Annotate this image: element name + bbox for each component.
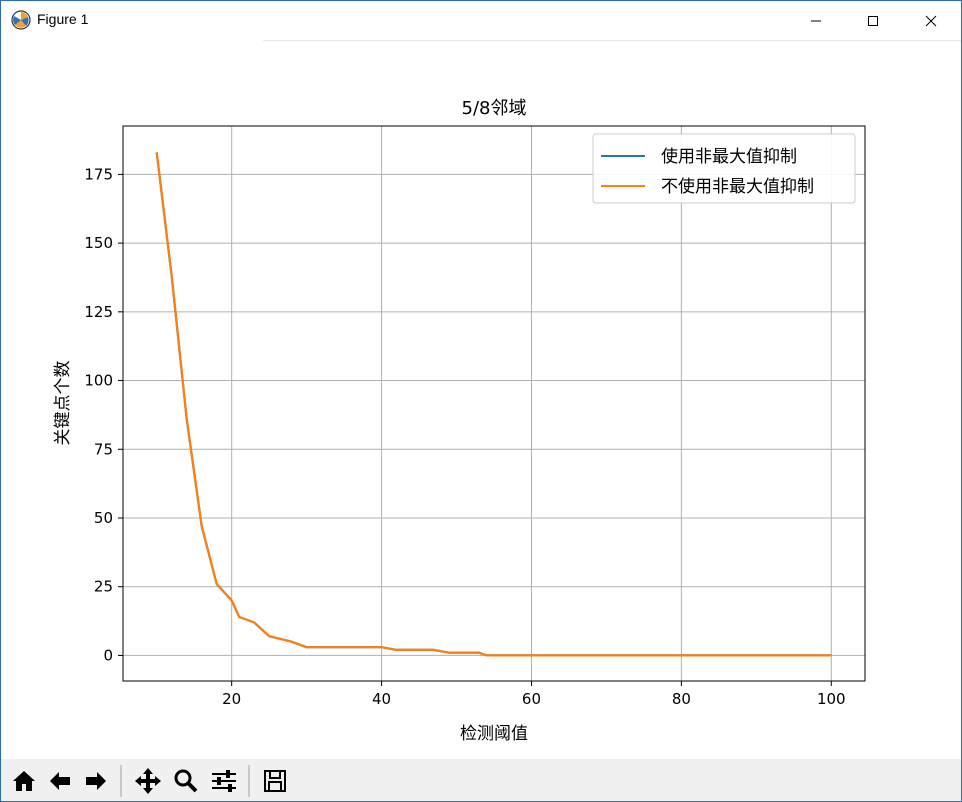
window-title: Figure 1 [37,11,89,27]
y-tick-label: 75 [94,440,113,458]
series-lines [155,152,832,657]
axes-frame [122,125,866,682]
y-tick-label: 175 [84,165,113,183]
series-line-2 [155,152,832,657]
sliders-icon [212,770,236,792]
y-tick-label: 50 [94,509,113,527]
home-button[interactable] [8,765,40,797]
minimize-button[interactable] [787,1,845,40]
line-chart[interactable]: 20 40 60 80 100 0 25 50 75 100 125 150 175 5/8邻域 检测… [1,41,961,759]
x-tick-label: 80 [672,690,691,708]
legend: 使用非最大值抑制 不使用非最大值抑制 [592,133,856,204]
x-tick-label: 100 [817,690,846,708]
x-tick-label: 20 [222,690,241,708]
move-icon [135,768,161,794]
x-tick-label: 40 [372,690,391,708]
navigation-toolbar [1,759,961,801]
zoom-button[interactable] [170,765,202,797]
y-ticks: 0 25 50 75 100 125 150 175 [84,165,123,664]
home-icon [13,771,35,791]
matplotlib-logo-icon [11,10,31,30]
forward-button[interactable] [80,765,112,797]
toolbar-separator [248,765,250,797]
toolbar-separator [120,765,122,797]
y-tick-label: 100 [84,372,113,390]
maximize-icon [868,15,878,26]
legend-label-series-1: 使用非最大值抑制 [661,146,797,167]
x-axis-label: 检测阈值 [460,724,528,744]
arrow-right-icon [86,772,106,790]
pan-button[interactable] [132,765,164,797]
y-tick-label: 150 [84,234,113,252]
close-button[interactable] [902,1,960,40]
series-line-1 [155,152,832,657]
x-ticks: 20 40 60 80 100 [222,681,846,708]
y-tick-label: 125 [84,303,113,321]
save-button[interactable] [259,765,291,797]
y-tick-label: 25 [94,578,113,596]
configure-subplots-button[interactable] [208,765,240,797]
zoom-icon [174,769,198,793]
legend-box [592,133,856,204]
arrow-left-icon [50,772,70,790]
maximize-button[interactable] [844,1,902,40]
title-bar[interactable]: Figure 1 [1,1,961,40]
grid-lines [123,126,865,681]
chart-title: 5/8邻域 [462,98,527,119]
title-divider [263,40,961,41]
figure-canvas[interactable]: 20 40 60 80 100 0 25 50 75 100 125 150 175 5/8邻域 检测… [1,41,961,759]
back-button[interactable] [44,765,76,797]
minimize-icon [811,20,821,21]
x-tick-label: 60 [522,690,541,708]
y-tick-label: 0 [103,646,113,664]
y-axis-label: 关键点个数 [53,361,73,446]
close-icon [925,15,937,26]
save-icon [264,770,286,792]
legend-label-series-2: 不使用非最大值抑制 [661,176,814,197]
